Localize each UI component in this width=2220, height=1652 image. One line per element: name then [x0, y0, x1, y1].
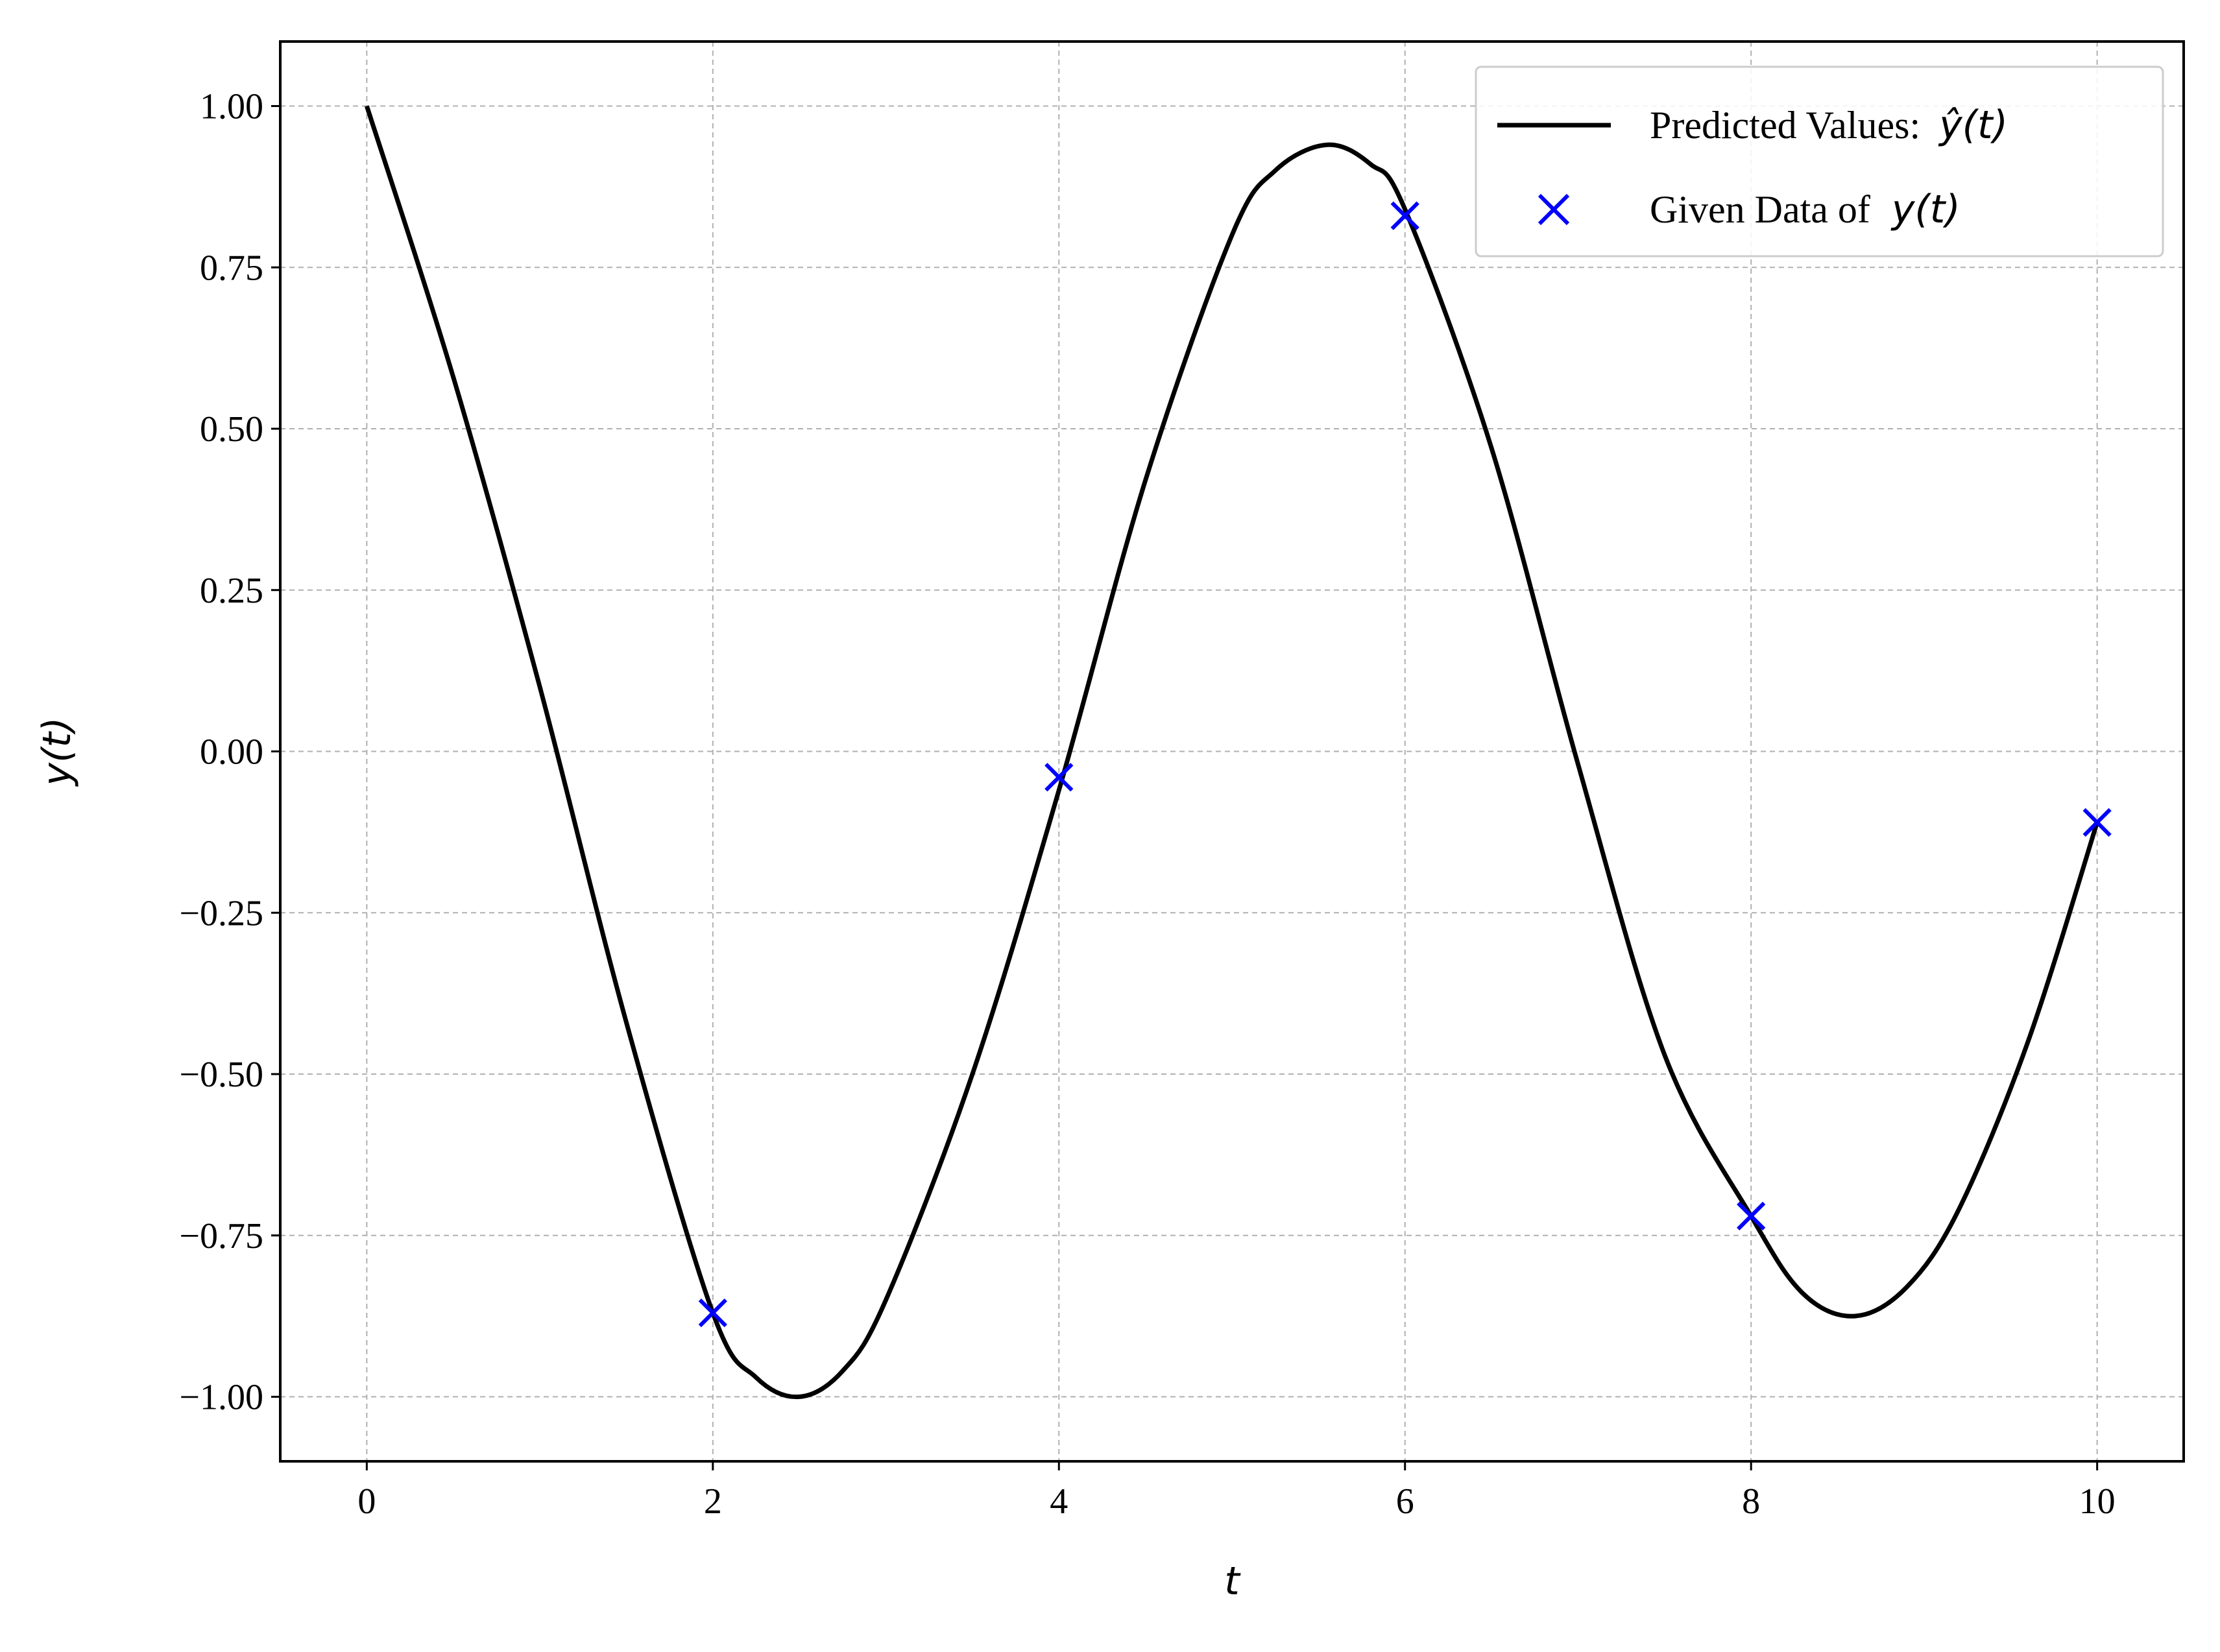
x-tick-label: 4: [1050, 1481, 1068, 1522]
x-tick-label: 10: [2079, 1481, 2116, 1522]
legend-label-given-prefix: Given Data of: [1650, 188, 1870, 231]
given-data-point: [698, 1299, 727, 1328]
legend-x-marker: [1538, 193, 1570, 226]
given-data-point: [1737, 1201, 1766, 1231]
y-tick-label: 0.75: [200, 248, 263, 288]
y-tick-label: −0.25: [179, 893, 263, 933]
y-tick-label: 1.00: [200, 87, 263, 127]
y-tick-label: 0.00: [200, 732, 263, 772]
legend-label-given-math: y(t): [1890, 187, 1961, 232]
x-axis-label: t: [1224, 1559, 1241, 1604]
legend: Predicted Values: ŷ(t) Given Data of y(t…: [1475, 66, 2164, 257]
grid: [280, 42, 2184, 1461]
legend-label-given: Given Data of y(t): [1650, 187, 1961, 232]
y-axis-label: y(t): [34, 717, 80, 787]
plot-series: [365, 105, 2112, 1400]
legend-label-predicted: Predicted Values: ŷ(t): [1650, 102, 2008, 148]
x-tick-label: 6: [1396, 1481, 1414, 1522]
axis-ticks: 0 2 4 6 8 10 1.00 0.75 0.50 0.25 0.00 −0.25 −0.50 −0.…: [179, 87, 2115, 1522]
given-data-point: [1044, 763, 1074, 792]
legend-box: [1475, 66, 2164, 257]
x-tick-label: 2: [704, 1481, 722, 1522]
given-data-point: [1390, 201, 1419, 230]
y-tick-label: 0.25: [200, 571, 263, 611]
x-tick-label: 8: [1742, 1481, 1760, 1522]
legend-label-predicted-math: ŷ(t): [1938, 102, 2008, 148]
legend-marker-sample: [1538, 193, 1570, 226]
y-tick-label: −1.00: [179, 1378, 263, 1418]
y-tick-label: 0.50: [200, 409, 263, 449]
given-data-point: [2082, 808, 2112, 837]
y-tick-label: −0.75: [179, 1216, 263, 1256]
y-tick-label: −0.50: [179, 1055, 263, 1095]
x-tick-label: 0: [357, 1481, 376, 1522]
legend-label-predicted-prefix: Predicted Values:: [1650, 104, 1920, 147]
predicted-values-line: [365, 105, 2099, 1400]
